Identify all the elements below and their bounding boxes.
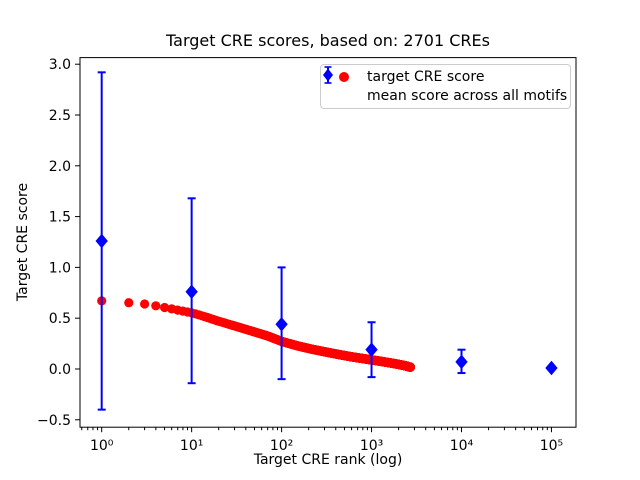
svg-text:10⁰: 10⁰ [90, 438, 114, 454]
svg-text:0.0: 0.0 [49, 362, 71, 378]
legend-label-target-cre-score: target CRE score [367, 69, 485, 86]
svg-text:1.5: 1.5 [49, 210, 71, 226]
svg-text:10¹: 10¹ [180, 438, 203, 454]
blue-diamond-errorbar-icon [323, 66, 333, 84]
svg-text:−0.5: −0.5 [37, 413, 71, 429]
y-axis-label: Target CRE score [15, 182, 31, 302]
svg-text:10²: 10² [270, 438, 293, 454]
red-circle-marker-icon [339, 72, 349, 83]
legend-item-mean-score: mean score across all motifs [323, 66, 567, 106]
svg-text:3.0: 3.0 [49, 57, 71, 73]
svg-text:2.5: 2.5 [49, 108, 71, 124]
svg-text:10⁵: 10⁵ [540, 438, 563, 454]
svg-text:10⁴: 10⁴ [450, 438, 474, 454]
svg-text:2.0: 2.0 [49, 159, 71, 175]
svg-text:0.5: 0.5 [49, 311, 71, 327]
svg-text:10³: 10³ [360, 438, 383, 454]
x-axis-label: Target CRE rank (log) [253, 452, 403, 468]
legend: target CRE score mean score across all m… [320, 64, 571, 109]
legend-label-mean-score: mean score across all motifs [367, 87, 568, 104]
svg-text:1.0: 1.0 [49, 260, 71, 276]
chart-title: Target CRE scores, based on: 2701 CREs [166, 31, 490, 50]
legend-item-target-cre-score: target CRE score [329, 68, 562, 87]
